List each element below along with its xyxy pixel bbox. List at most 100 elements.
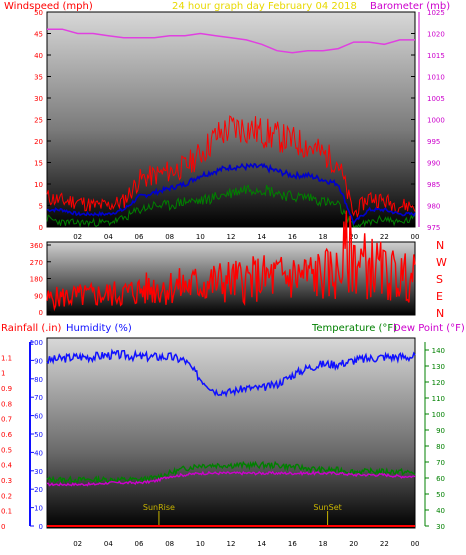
rain-ytick-label: 0.2 <box>1 492 12 500</box>
dewpoint-line <box>46 470 416 487</box>
compass-label-n: N <box>436 307 444 320</box>
baro-ytick-label: 1015 <box>427 52 445 60</box>
humidity-line <box>46 348 416 398</box>
climate-hour-label: 12 <box>227 540 236 548</box>
climate-hour-label: 22 <box>380 540 389 548</box>
temp-ytick-label: 40 <box>436 507 445 515</box>
wind-hour-label: 14 <box>257 233 266 241</box>
wind-hour-label: 08 <box>165 233 174 241</box>
humidity-ytick-label: 10 <box>34 505 43 513</box>
wind-ytick-label: 40 <box>34 52 43 60</box>
compass-label-w: W <box>436 256 447 269</box>
humidity-ytick-label: 70 <box>34 394 43 402</box>
compass-label-n: N <box>436 239 444 252</box>
rain-ytick-label: 1 <box>1 370 5 378</box>
dir-ytick-label: 360 <box>30 242 43 250</box>
temp-ytick-label: 50 <box>436 491 445 499</box>
baro-ytick-label: 1020 <box>427 31 445 39</box>
wind-hour-label: 12 <box>227 233 236 241</box>
baro-ytick-label: 1025 <box>427 9 445 17</box>
barometer-line <box>47 28 415 54</box>
climate-panel-bg <box>46 337 416 529</box>
graph-date-title: 24 hour graph day February 04 2018 <box>172 1 357 12</box>
direction-panel-bg <box>46 241 416 316</box>
wind-ytick-label: 10 <box>34 181 43 189</box>
rainfall-label: Rainfall (.in) <box>1 323 62 334</box>
rain-ytick-label: 0.9 <box>1 385 12 393</box>
wind-min-line <box>46 184 416 229</box>
baro-ytick-label: 1000 <box>427 117 445 125</box>
humidity-ytick-label: 100 <box>30 339 43 347</box>
compass-label-e: E <box>436 290 443 303</box>
direction-line <box>46 210 416 312</box>
compass-label-s: S <box>436 273 443 286</box>
humidity-ytick-label: 40 <box>34 449 43 457</box>
dewpoint-label: Dew Point (°F) <box>393 323 465 334</box>
wind-hour-label: 00 <box>411 233 420 241</box>
baro-ytick-label: 975 <box>427 224 440 232</box>
humidity-label: Humidity (%) <box>66 323 132 334</box>
climate-hour-label: 10 <box>196 540 205 548</box>
baro-ytick-label: 990 <box>427 160 440 168</box>
wind-hour-label: 02 <box>73 233 82 241</box>
windspeed-title: Windspeed (mph) <box>4 1 93 12</box>
temperature-line <box>46 460 416 484</box>
wind-ytick-label: 20 <box>34 138 43 146</box>
wind-hour-label: 10 <box>196 233 205 241</box>
temp-ytick-label: 60 <box>436 475 445 483</box>
wind-ytick-label: 50 <box>34 9 43 17</box>
temp-ytick-label: 120 <box>432 379 445 387</box>
rain-ytick-label: 0.4 <box>1 462 13 470</box>
wind-avg-line <box>46 162 416 226</box>
rain-ytick-label: 0.1 <box>1 508 12 516</box>
humidity-ytick-label: 0 <box>39 523 43 531</box>
wind-gust-line <box>46 115 416 219</box>
temp-ytick-label: 80 <box>436 443 445 451</box>
rain-ytick-label: 0 <box>1 523 5 531</box>
climate-hour-label: 00 <box>411 540 420 548</box>
climate-hour-label: 02 <box>73 540 82 548</box>
humidity-ytick-label: 30 <box>34 468 43 476</box>
rain-ytick-label: 0.5 <box>1 446 12 454</box>
baro-ytick-label: 1010 <box>427 74 445 82</box>
temp-ytick-label: 130 <box>432 363 445 371</box>
humidity-ytick-label: 50 <box>34 431 43 439</box>
dir-ytick-label: 270 <box>30 259 43 267</box>
wind-ytick-label: 5 <box>39 203 43 211</box>
sunset-label: SunSet <box>313 503 341 512</box>
temp-ytick-label: 30 <box>436 523 445 531</box>
wind-hour-label: 16 <box>288 233 297 241</box>
baro-ytick-label: 985 <box>427 181 440 189</box>
temp-ytick-label: 110 <box>432 395 445 403</box>
wind-hour-label: 22 <box>380 233 389 241</box>
temp-ytick-label: 90 <box>436 427 445 435</box>
rain-ytick-label: 0.7 <box>1 416 12 424</box>
climate-hour-label: 18 <box>319 540 328 548</box>
dir-ytick-label: 0 <box>39 309 43 317</box>
wind-ytick-label: 0 <box>39 224 43 232</box>
humidity-ytick-label: 80 <box>34 376 43 384</box>
wind-hour-label: 20 <box>349 233 358 241</box>
wind-ytick-label: 15 <box>34 160 43 168</box>
climate-hour-label: 06 <box>135 540 144 548</box>
rain-ytick-label: 0.6 <box>1 431 13 439</box>
temperature-label: Temperature (°F) <box>311 323 397 334</box>
wind-hour-label: 18 <box>319 233 328 241</box>
wind-ytick-label: 35 <box>34 74 43 82</box>
climate-hour-label: 04 <box>104 540 113 548</box>
barometer-title: Barometer (mb) <box>370 1 450 12</box>
climate-hour-label: 14 <box>257 540 266 548</box>
humidity-ytick-label: 60 <box>34 413 43 421</box>
humidity-ytick-label: 20 <box>34 486 43 494</box>
climate-hour-label: 16 <box>288 540 297 548</box>
rain-ytick-label: 0.8 <box>1 400 12 408</box>
baro-ytick-label: 995 <box>427 138 440 146</box>
baro-ytick-label: 980 <box>427 203 440 211</box>
temp-ytick-label: 70 <box>436 459 445 467</box>
wind-hour-label: 04 <box>104 233 113 241</box>
climate-hour-label: 20 <box>349 540 358 548</box>
baro-ytick-label: 1005 <box>427 95 445 103</box>
wind-panel-bg <box>46 11 416 228</box>
